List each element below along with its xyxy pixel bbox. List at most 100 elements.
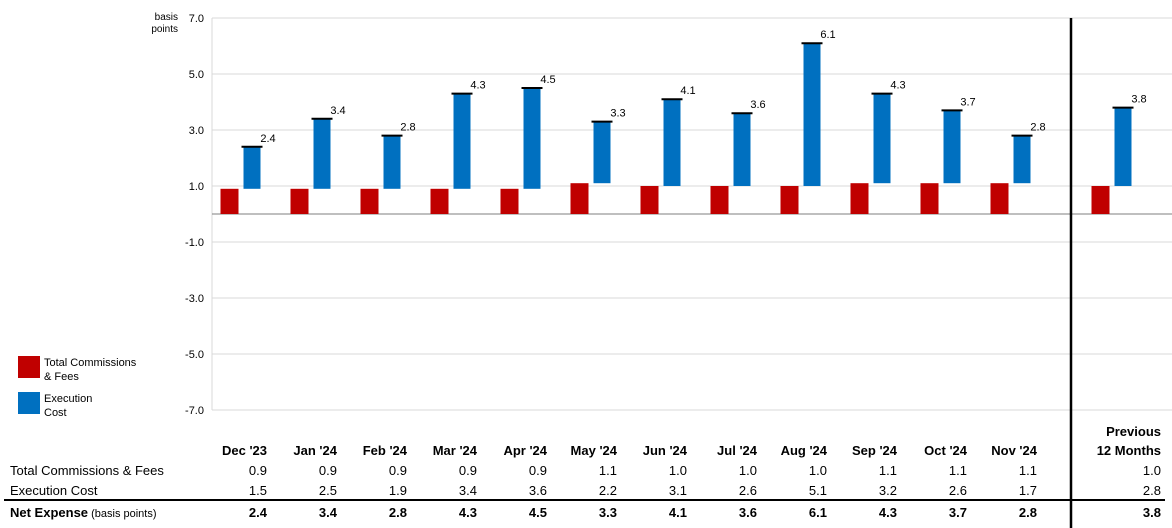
net-label: 4.3 xyxy=(890,80,905,92)
commissions-bar xyxy=(290,188,309,214)
execution-bar xyxy=(733,113,751,186)
column-header: Aug '24 xyxy=(780,443,827,458)
commissions-bar xyxy=(710,186,729,214)
net-label: 3.8 xyxy=(1131,94,1146,106)
column-header: Nov '24 xyxy=(991,443,1037,458)
y-unit-label-1: basis xyxy=(155,12,178,23)
table-cell: 0.9 xyxy=(248,463,267,478)
column-header: Feb '24 xyxy=(362,443,407,458)
column-header: May '24 xyxy=(570,443,617,458)
table-cell: 1.0 xyxy=(808,463,827,478)
commissions-bar xyxy=(640,186,659,214)
column-header: Jan '24 xyxy=(293,443,337,458)
table-cell: 3.6 xyxy=(528,483,547,498)
net-label: 3.7 xyxy=(960,96,975,108)
row-label-suffix: (basis points) xyxy=(88,508,157,520)
y-unit-label-2: points xyxy=(151,24,178,35)
commissions-bar xyxy=(430,188,449,214)
table-cell: 0.9 xyxy=(388,463,407,478)
commissions-bar xyxy=(780,186,799,214)
net-label: 2.8 xyxy=(1030,122,1045,134)
table-cell: 1.1 xyxy=(598,463,617,478)
table-summary-cell: 2.8 xyxy=(1142,483,1161,498)
execution-bar xyxy=(593,121,611,184)
execution-bar xyxy=(453,93,471,189)
column-header: Mar '24 xyxy=(432,443,477,458)
column-header: Oct '24 xyxy=(924,443,967,458)
table-cell: 0.9 xyxy=(458,463,477,478)
table-cell: 3.4 xyxy=(318,505,337,520)
commissions-bar xyxy=(850,183,869,214)
execution-bar xyxy=(1114,107,1132,186)
row-label-text: Net Expense xyxy=(10,505,89,520)
net-label: 6.1 xyxy=(820,29,835,41)
legend-commissions-label-1: Total Commissions xyxy=(44,357,137,369)
column-header: Dec '23 xyxy=(221,443,267,458)
y-tick-label: 1.0 xyxy=(189,181,204,193)
row-label: Net Expense (basis points) xyxy=(10,505,157,520)
table-cell: 2.6 xyxy=(738,483,757,498)
y-tick-label: 3.0 xyxy=(189,125,204,137)
table-cell: 1.7 xyxy=(1018,483,1037,498)
row-label-text: Execution Cost xyxy=(10,483,98,498)
table-cell: 1.5 xyxy=(248,483,267,498)
y-tick-label: -5.0 xyxy=(185,349,204,361)
execution-bar xyxy=(313,118,331,189)
table-cell: 1.1 xyxy=(948,463,967,478)
table-cell: 4.3 xyxy=(458,505,477,520)
execution-bar xyxy=(803,43,821,187)
table-cell: 4.5 xyxy=(528,505,547,520)
commissions-bar xyxy=(570,183,589,214)
table-cell: 4.1 xyxy=(668,505,687,520)
column-header: Jun '24 xyxy=(642,443,687,458)
net-label: 3.4 xyxy=(330,105,345,117)
legend-execution-label-1: Execution xyxy=(44,393,93,405)
net-label: 4.3 xyxy=(470,80,485,92)
column-header: Sep '24 xyxy=(851,443,897,458)
table-cell: 3.2 xyxy=(878,483,897,498)
commissions-bar xyxy=(1091,186,1110,214)
commissions-bar xyxy=(990,183,1009,214)
execution-bar xyxy=(873,93,891,184)
column-header: Jul '24 xyxy=(717,443,757,458)
table-cell: 2.8 xyxy=(388,505,407,520)
net-label: 3.3 xyxy=(610,108,625,120)
legend-execution-swatch xyxy=(18,392,40,414)
table-cell: 3.4 xyxy=(458,483,477,498)
execution-bar xyxy=(663,99,681,186)
table-summary-cell: 3.8 xyxy=(1142,505,1161,520)
table-cell: 0.9 xyxy=(318,463,337,478)
y-tick-label: -1.0 xyxy=(185,237,204,249)
table-cell: 2.5 xyxy=(318,483,337,498)
legend-commissions-swatch xyxy=(18,356,40,378)
table-cell: 1.1 xyxy=(878,463,897,478)
net-label: 3.6 xyxy=(750,99,765,111)
y-tick-label: 5.0 xyxy=(189,69,204,81)
summary-header-2: 12 Months xyxy=(1096,443,1161,458)
y-tick-label: -3.0 xyxy=(185,293,204,305)
row-label-text: Total Commissions & Fees xyxy=(10,463,164,478)
net-label: 4.5 xyxy=(540,74,555,86)
execution-bar xyxy=(383,135,401,189)
table-cell: 1.0 xyxy=(738,463,757,478)
table-cell: 2.6 xyxy=(948,483,967,498)
table-cell: 3.6 xyxy=(738,505,757,520)
net-label: 2.4 xyxy=(260,133,275,145)
table-cell: 2.2 xyxy=(598,483,617,498)
row-label: Total Commissions & Fees xyxy=(10,463,164,478)
execution-bar xyxy=(523,88,541,189)
y-tick-label: 7.0 xyxy=(189,13,204,25)
execution-bar xyxy=(1013,135,1031,184)
y-tick-label: -7.0 xyxy=(185,405,204,417)
legend-execution-label-2: Cost xyxy=(44,407,67,419)
table-cell: 6.1 xyxy=(808,505,827,520)
table-cell: 1.0 xyxy=(668,463,687,478)
table-cell: 2.8 xyxy=(1018,505,1037,520)
table-cell: 3.3 xyxy=(598,505,617,520)
summary-header-1: Previous xyxy=(1106,424,1161,439)
commissions-bar xyxy=(220,188,239,214)
column-header: Apr '24 xyxy=(503,443,547,458)
execution-bar xyxy=(243,146,261,189)
table-cell: 4.3 xyxy=(878,505,897,520)
